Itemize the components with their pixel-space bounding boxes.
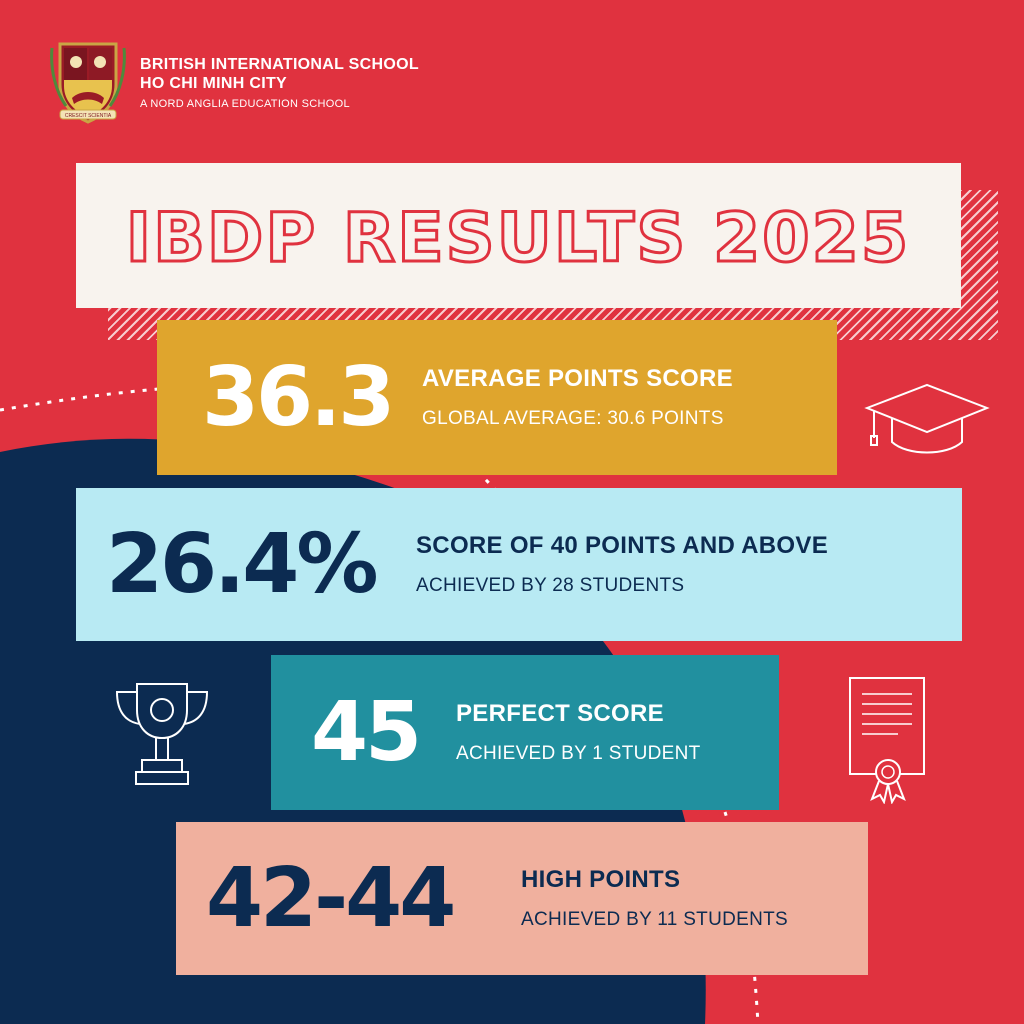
- dotted-arc-left: [0, 381, 331, 412]
- stat-detail: ACHIEVED BY 1 STUDENT: [456, 742, 701, 764]
- stat-card-high-points: 42-44 HIGH POINTS ACHIEVED BY 11 STUDENT…: [176, 822, 868, 975]
- stat-value: 45: [311, 684, 422, 780]
- stat-card-40-plus: 26.4% SCORE OF 40 POINTS AND ABOVE ACHIE…: [76, 488, 962, 641]
- certificate-icon: [849, 677, 925, 804]
- school-name-line2: HO CHI MINH CITY: [140, 75, 288, 92]
- stat-label: AVERAGE POINTS SCORE: [422, 365, 733, 393]
- school-affiliation: A NORD ANGLIA EDUCATION SCHOOL: [140, 98, 350, 110]
- trophy-icon: [115, 683, 209, 785]
- title-banner: IBDP RESULTS 2025: [76, 163, 961, 308]
- page-title: IBDP RESULTS 2025: [126, 199, 910, 278]
- stat-value: 26.4%: [106, 516, 378, 612]
- stat-value: 36.3: [202, 349, 395, 445]
- stat-card-average: 36.3 AVERAGE POINTS SCORE GLOBAL AVERAGE…: [157, 320, 837, 475]
- stat-label: SCORE OF 40 POINTS AND ABOVE: [416, 532, 829, 560]
- school-name-line1: BRITISH INTERNATIONAL SCHOOL: [140, 56, 419, 73]
- school-crest-logo: CRESCIT SCIENTIA: [50, 42, 126, 124]
- stat-detail: ACHIEVED BY 28 STUDENTS: [416, 574, 685, 596]
- stat-detail: ACHIEVED BY 11 STUDENTS: [521, 908, 788, 930]
- stat-label: PERFECT SCORE: [456, 700, 664, 728]
- graduation-cap-icon: [864, 383, 990, 454]
- stat-value: 42-44: [206, 850, 456, 946]
- stat-label: HIGH POINTS: [521, 866, 681, 894]
- school-name-block: BRITISH INTERNATIONAL SCHOOL HO CHI MINH…: [140, 55, 419, 110]
- stat-card-perfect: 45 PERFECT SCORE ACHIEVED BY 1 STUDENT: [271, 655, 779, 810]
- stat-detail: GLOBAL AVERAGE: 30.6 POINTS: [422, 407, 724, 429]
- crest-motto: CRESCIT SCIENTIA: [65, 113, 112, 119]
